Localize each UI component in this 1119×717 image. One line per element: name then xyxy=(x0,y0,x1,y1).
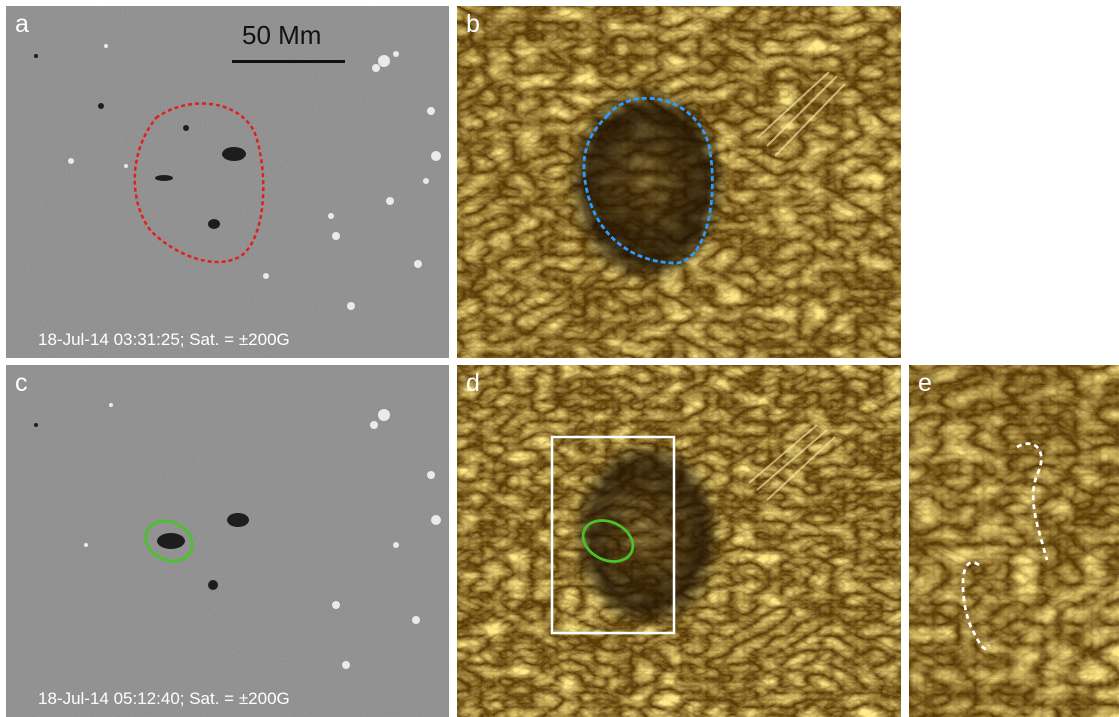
aia-image-b xyxy=(457,6,901,358)
aia-zoom-image-e xyxy=(909,365,1119,717)
panel-a-magnetogram: a 50 Mm 18-Jul-14 03:31:25; Sat. = ±200G xyxy=(6,6,449,358)
scale-bar xyxy=(232,60,345,63)
green-ellipse-d xyxy=(581,519,635,563)
magnetogram-image-c xyxy=(6,365,449,717)
panel-label-b: b xyxy=(466,10,480,38)
blue-contour-overlay xyxy=(582,96,714,265)
panel-label-e: e xyxy=(918,369,932,397)
timestamp-caption-c: 18-Jul-14 05:12:40; Sat. = ±200G xyxy=(38,689,290,708)
red-contour-overlay xyxy=(133,102,265,264)
panel-label-c: c xyxy=(15,369,28,397)
box-and-green-overlay-d xyxy=(550,435,676,635)
panel-d-aia: d xyxy=(457,365,901,717)
aia-image-d xyxy=(457,365,901,717)
panel-label-a: a xyxy=(15,10,29,38)
sigmoid-dashed-line-lower xyxy=(961,561,991,651)
timestamp-caption-a: 18-Jul-14 03:31:25; Sat. = ±200G xyxy=(38,330,290,349)
panel-c-magnetogram: c 18-Jul-14 05:12:40; Sat. = ±200G xyxy=(6,365,449,717)
green-ellipse-c xyxy=(144,519,194,563)
zoom-region-box xyxy=(550,435,676,635)
sigmoid-dashed-line-upper xyxy=(1016,442,1049,561)
sigmoid-overlay-e xyxy=(961,442,1049,651)
blue-dashed-contour xyxy=(582,96,714,265)
red-dashed-contour xyxy=(133,102,265,264)
panel-label-d: d xyxy=(466,369,480,397)
magnetogram-image-a xyxy=(6,6,449,358)
panel-b-aia: b xyxy=(457,6,901,358)
panel-e-zoom: e xyxy=(909,365,1119,717)
green-contour-overlay-c xyxy=(144,519,194,563)
scale-bar-label: 50 Mm xyxy=(242,20,322,50)
